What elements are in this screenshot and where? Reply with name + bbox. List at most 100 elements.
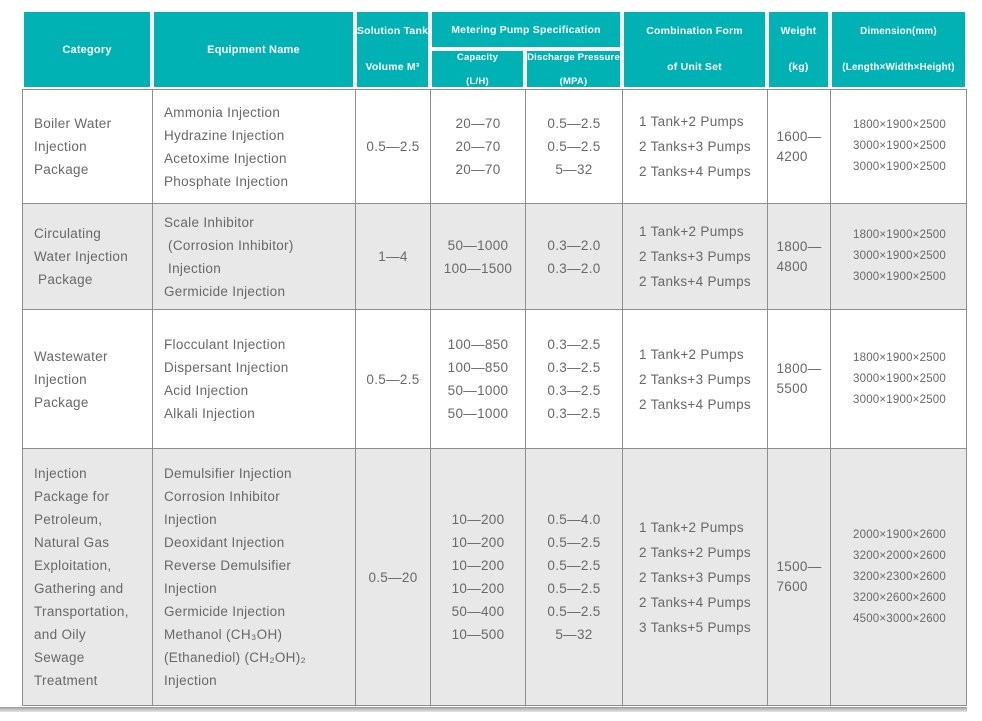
cell-line: 3000×1900×2500 — [853, 271, 946, 283]
cell-line: 7600 — [776, 579, 808, 594]
cell-line: Corrosion Inhibitor — [164, 489, 281, 504]
table-header: Category Equipment Name Solution Tank Vol… — [22, 10, 967, 89]
cell-line: 50—1000 — [447, 237, 509, 253]
cell-line: Reverse Demulsifier — [164, 558, 292, 573]
cell-line: Scale Inhibitor — [164, 214, 255, 230]
cell-line: 1800— — [776, 361, 822, 376]
cell-line: Discharge Pressure — [527, 51, 620, 63]
cell-line: 1 Tank+2 Pumps — [639, 224, 744, 239]
cell-line: 3 Tanks+5 Pumps — [639, 619, 751, 635]
cell-line: Package — [34, 272, 93, 287]
cell-line: 4500×3000×2600 — [853, 612, 946, 625]
combination-cell: 1 Tank+2 Pumps 2 Tanks+3 Pumps 2 Tanks+4 P… — [623, 310, 768, 448]
header-discharge-pressure: Discharge Pressure (MPA) — [525, 49, 622, 89]
dimension-cell: 1800×1900×2500 3000×1900×2500 3000×1900×25… — [831, 310, 968, 448]
capacity-cell: 100—850 100—850 50—1000 50—1000 — [431, 310, 526, 448]
cell-line: 4200 — [776, 148, 808, 164]
cell-line: 0.3—2.5 — [547, 383, 601, 398]
cell-text: 1 Tank+2 Pumps 2 Tanks+3 Pumps 2 Tanks+4 P… — [639, 109, 751, 184]
header-weight: Weight (kg) — [767, 10, 830, 89]
cell-line: (MPA) — [559, 75, 588, 87]
cell-line: (kg) — [788, 61, 809, 73]
cell-text: Ammonia Injection Hydrazine Injection Acet… — [153, 101, 288, 193]
cell-line: 1 Tank+2 Pumps — [639, 519, 744, 535]
cell-line: Treatment — [34, 673, 98, 688]
cell-line: 100—850 — [447, 337, 509, 352]
cell-line: Package — [34, 394, 89, 410]
cell-line: (Corrosion Inhibitor) — [164, 237, 294, 253]
category-cell: Boiler Water Injection Package — [23, 90, 153, 203]
cell-line: 5—32 — [555, 162, 593, 177]
cell-line: 0.5—2.5 — [547, 139, 601, 154]
cell-line: 10—200 — [451, 535, 505, 550]
cell-line: Capacity — [456, 51, 499, 63]
cell-text: 2000×1900×2600 3200×2000×2600 3200×2300×26… — [853, 525, 946, 630]
cell-line: and Oily — [34, 627, 86, 642]
cell-line: 0.5—4.0 — [547, 512, 601, 527]
header-dimension: Dimension(mm) (Length×Width×Height) — [830, 10, 967, 89]
discharge-pressure-cell: 0.3—2.0 0.3—2.0 — [526, 204, 623, 309]
capacity-cell: 50—1000 100—1500 — [431, 204, 526, 309]
cell-line: 20—70 — [455, 116, 501, 131]
cell-line: Phosphate Injection — [164, 173, 289, 189]
cell-line: 1800×1900×2500 — [853, 119, 946, 131]
cell-line: 0.3—2.5 — [547, 360, 601, 375]
table-row-petroleum-injection: Injection Package for Petroleum, Natural Ga… — [23, 448, 966, 705]
cell-line: 2 Tanks+4 Pumps — [639, 594, 751, 610]
cell-line: Water Injection — [34, 249, 129, 264]
cell-line: 5500 — [776, 381, 808, 396]
cell-line: 2 Tanks+4 Pumps — [639, 274, 751, 289]
header-capacity: Capacity (L/H) — [430, 49, 525, 89]
combination-cell: 1 Tank+2 Pumps 2 Tanks+3 Pumps 2 Tanks+4 P… — [623, 90, 768, 203]
cell-line: 10—200 — [451, 512, 505, 527]
cell-line: 4800 — [776, 258, 808, 274]
category-cell: Injection Package for Petroleum, Natural Ga… — [23, 449, 153, 705]
table-row-boiler-water: Boiler Water Injection Package Ammonia Inj… — [23, 90, 966, 203]
discharge-pressure-cell: 0.5—2.5 0.5—2.5 5—32 — [526, 90, 623, 203]
equipment-cell: Ammonia Injection Hydrazine Injection Acet… — [153, 90, 356, 203]
cell-line: 0.3—2.0 — [547, 237, 601, 253]
weight-cell: 1800— 5500 — [768, 310, 831, 448]
cell-line: Injection — [164, 581, 217, 596]
header-solution-tank-volume: Solution Tank Volume M³ — [355, 10, 430, 89]
cell-line: Acetoxime Injection — [164, 150, 287, 166]
discharge-pressure-cell: 0.3—2.5 0.3—2.5 0.3—2.5 0.3—2.5 — [526, 310, 623, 448]
cell-line: 20—70 — [455, 162, 501, 177]
table-row-circulating-water: Circulating Water Injection Package Scale… — [23, 203, 966, 309]
cell-line: Demulsifier Injection — [164, 466, 292, 481]
cell-line: 2 Tanks+3 Pumps — [639, 569, 751, 585]
cell-line: 0.5—2.5 — [547, 558, 601, 573]
cell-line: 0.3—2.0 — [547, 260, 601, 276]
cell-line: 1800×1900×2500 — [853, 351, 946, 364]
cell-text: Flocculant Injection Dispersant Injection… — [153, 333, 289, 425]
page-bottom-shadow — [0, 707, 967, 712]
equipment-cell: Flocculant Injection Dispersant Injection… — [153, 310, 356, 448]
cell-line: 3200×2000×2600 — [853, 549, 946, 562]
cell-line: Weight — [780, 25, 817, 37]
equipment-cell: Demulsifier Injection Corrosion Inhibitor… — [153, 449, 356, 705]
cell-text: 1800×1900×2500 3000×1900×2500 3000×1900×25… — [853, 348, 946, 411]
cell-line: Deoxidant Injection — [164, 535, 285, 550]
cell-line: Wastewater — [34, 348, 108, 364]
cell-line: 3200×2600×2600 — [853, 591, 946, 604]
tank-volume-cell: 1—4 — [356, 204, 431, 309]
cell-line: Dispersant Injection — [164, 360, 289, 375]
cell-line: 50—1000 — [447, 383, 509, 398]
cell-text: Injection Package for Petroleum, Natural Ga… — [23, 462, 129, 692]
cell-line: 0.5—2.5 — [547, 604, 601, 619]
cell-line: 2 Tanks+3 Pumps — [639, 249, 751, 264]
cell-line: 10—500 — [451, 627, 505, 642]
cell-line: Transportation, — [34, 604, 129, 619]
cell-line: Injection — [164, 673, 217, 688]
tank-volume-cell: 0.5—2.5 — [356, 90, 431, 203]
cell-line: Germicide Injection — [164, 604, 286, 619]
cell-line: 2 Tanks+4 Pumps — [639, 164, 751, 179]
cell-text: Circulating Water Injection Package — [23, 222, 128, 291]
cell-text: 1500— 7600 — [776, 557, 821, 597]
cell-text: Scale Inhibitor (Corrosion Inhibitor) In… — [153, 211, 294, 303]
cell-line: 20—70 — [455, 139, 501, 154]
discharge-pressure-cell: 0.5—4.0 0.5—2.5 0.5—2.5 0.5—2.5 0.5—2.5 5—32 — [526, 449, 623, 705]
cell-line: Ammonia Injection — [164, 104, 281, 120]
cell-line: Package — [34, 162, 89, 177]
